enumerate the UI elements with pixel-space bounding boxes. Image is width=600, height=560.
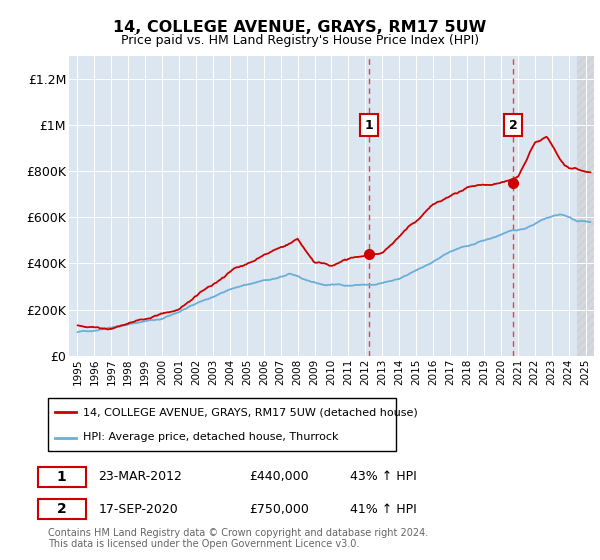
Text: £440,000: £440,000 — [250, 470, 309, 483]
Text: HPI: Average price, detached house, Thurrock: HPI: Average price, detached house, Thur… — [83, 432, 338, 442]
FancyBboxPatch shape — [38, 466, 86, 487]
Text: 2: 2 — [509, 119, 517, 132]
Text: £750,000: £750,000 — [250, 502, 310, 516]
Text: 41% ↑ HPI: 41% ↑ HPI — [350, 502, 417, 516]
Text: 17-SEP-2020: 17-SEP-2020 — [98, 502, 178, 516]
Text: 43% ↑ HPI: 43% ↑ HPI — [350, 470, 417, 483]
Text: Contains HM Land Registry data © Crown copyright and database right 2024.
This d: Contains HM Land Registry data © Crown c… — [48, 528, 428, 549]
FancyBboxPatch shape — [38, 499, 86, 519]
Text: 14, COLLEGE AVENUE, GRAYS, RM17 5UW (detached house): 14, COLLEGE AVENUE, GRAYS, RM17 5UW (det… — [83, 408, 418, 418]
Bar — [577, 56, 594, 356]
Text: 14, COLLEGE AVENUE, GRAYS, RM17 5UW: 14, COLLEGE AVENUE, GRAYS, RM17 5UW — [113, 20, 487, 35]
Text: 1: 1 — [365, 119, 373, 132]
Text: 2: 2 — [57, 502, 67, 516]
Text: 1: 1 — [57, 469, 67, 484]
Text: 23-MAR-2012: 23-MAR-2012 — [98, 470, 182, 483]
FancyBboxPatch shape — [48, 398, 396, 451]
Text: Price paid vs. HM Land Registry's House Price Index (HPI): Price paid vs. HM Land Registry's House … — [121, 34, 479, 46]
